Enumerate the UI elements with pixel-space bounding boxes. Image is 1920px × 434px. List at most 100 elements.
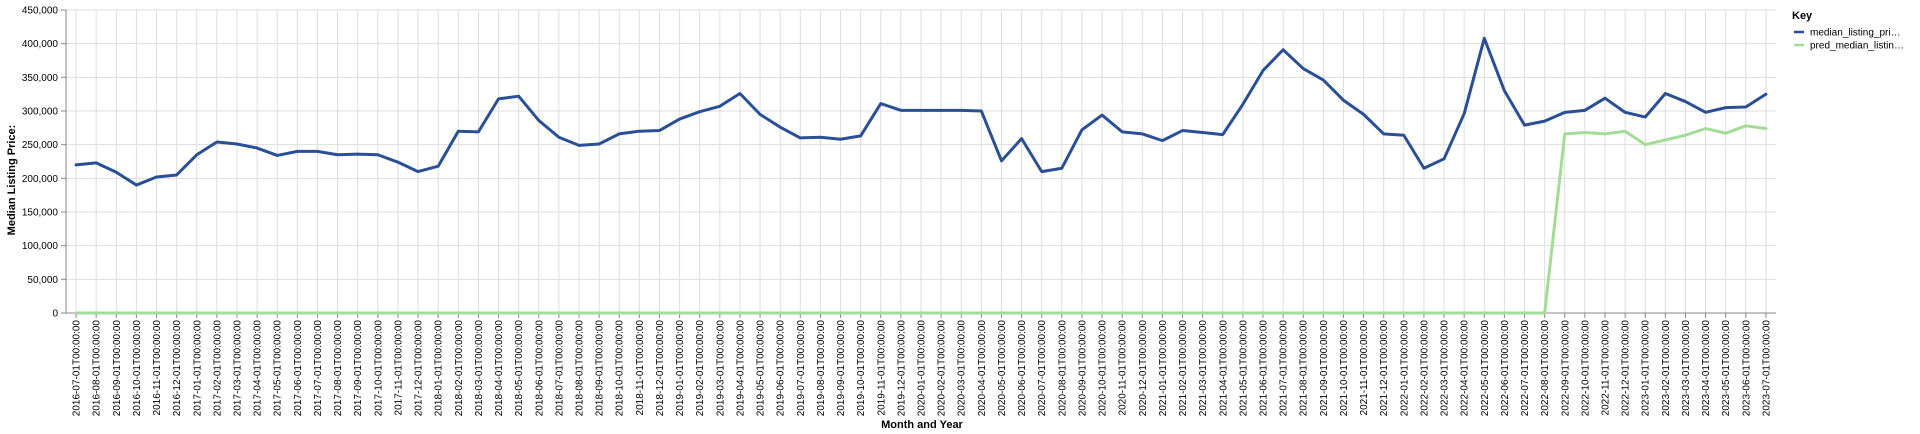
y-tick-label: 450,000 <box>22 6 59 17</box>
x-tick-label: 2020-11-01T00:00:00 <box>1118 320 1129 416</box>
x-tick-label: 2021-02-01T00:00:00 <box>1178 320 1189 417</box>
x-tick-label: 2017-04-01T00:00:00 <box>253 320 264 417</box>
x-tick-label: 2019-06-01T00:00:00 <box>776 320 787 417</box>
x-tick-label: 2020-12-01T00:00:00 <box>1138 320 1149 417</box>
x-tick-label: 2016-11-01T00:00:00 <box>152 320 163 416</box>
x-tick-label: 2019-05-01T00:00:00 <box>756 320 767 417</box>
x-tick-label: 2020-07-01T00:00:00 <box>1037 320 1048 417</box>
x-tick-label: 2016-12-01T00:00:00 <box>172 320 183 417</box>
x-tick-label: 2020-06-01T00:00:00 <box>1017 320 1028 417</box>
x-tick-label: 2023-06-01T00:00:00 <box>1741 320 1752 417</box>
x-tick-label: 2018-01-01T00:00:00 <box>434 320 445 417</box>
x-tick-label: 2021-11-01T00:00:00 <box>1359 320 1370 416</box>
y-tick-label: 400,000 <box>22 39 59 50</box>
x-tick-label: 2023-04-01T00:00:00 <box>1701 320 1712 417</box>
x-tick-label: 2021-09-01T00:00:00 <box>1319 320 1330 417</box>
y-axis: 0 50,000 100,000 150,000 200,000 250,000 300,0… <box>22 6 67 320</box>
x-tick-label: 2019-11-01T00:00:00 <box>876 320 887 416</box>
x-axis-title: Month and Year <box>881 419 963 431</box>
x-tick-label: 2020-05-01T00:00:00 <box>997 320 1008 417</box>
x-tick-label: 2021-12-01T00:00:00 <box>1379 320 1390 417</box>
y-tick-label: 150,000 <box>22 208 59 219</box>
y-tick-label: 200,000 <box>22 174 59 185</box>
x-tick-label: 2022-04-01T00:00:00 <box>1460 320 1471 417</box>
y-tick-label: 350,000 <box>22 73 59 84</box>
x-tick-label: 2019-12-01T00:00:00 <box>896 320 907 417</box>
x-tick-label: 2019-02-01T00:00:00 <box>695 320 706 417</box>
x-tick-label: 2020-04-01T00:00:00 <box>977 320 988 417</box>
x-tick-label: 2016-09-01T00:00:00 <box>112 320 123 417</box>
series-lines <box>74 36 1768 315</box>
legend-label: pred_median_listin… <box>1810 41 1904 52</box>
x-tick-label: 2017-03-01T00:00:00 <box>233 320 244 417</box>
x-tick-label: 2017-10-01T00:00:00 <box>373 320 384 417</box>
x-tick-label: 2017-11-01T00:00:00 <box>393 320 404 416</box>
x-tick-label: 2022-02-01T00:00:00 <box>1419 320 1430 417</box>
x-tick-label: 2017-12-01T00:00:00 <box>414 320 425 417</box>
x-tick-label: 2023-01-01T00:00:00 <box>1641 320 1652 417</box>
x-axis: 2016-07-01T00:00:00 2016-08-01T00:00:00 20… <box>66 312 1776 417</box>
x-tick-label: 2018-07-01T00:00:00 <box>554 320 565 417</box>
x-tick-label: 2021-06-01T00:00:00 <box>1259 320 1270 417</box>
x-tick-label: 2020-08-01T00:00:00 <box>1057 320 1068 417</box>
x-tick-label: 2021-10-01T00:00:00 <box>1339 320 1350 417</box>
series-line-1 <box>74 124 1768 315</box>
x-tick-label: 2020-03-01T00:00:00 <box>957 320 968 417</box>
x-tick-label: 2020-09-01T00:00:00 <box>1077 320 1088 417</box>
x-tick-label: 2018-05-01T00:00:00 <box>514 320 525 417</box>
x-tick-label: 2019-08-01T00:00:00 <box>816 320 827 417</box>
x-tick-label: 2018-11-01T00:00:00 <box>635 320 646 416</box>
x-tick-label: 2017-06-01T00:00:00 <box>293 320 304 417</box>
x-tick-label: 2022-08-01T00:00:00 <box>1540 320 1551 417</box>
x-tick-label: 2023-02-01T00:00:00 <box>1661 320 1672 417</box>
y-axis-title: Median Listing Price: <box>6 125 18 236</box>
x-tick-label: 2017-01-01T00:00:00 <box>192 320 203 417</box>
x-tick-label: 2021-04-01T00:00:00 <box>1218 320 1229 417</box>
x-tick-label: 2023-05-01T00:00:00 <box>1721 320 1732 417</box>
x-tick-label: 2022-03-01T00:00:00 <box>1440 320 1451 417</box>
x-tick-label: 2022-06-01T00:00:00 <box>1500 320 1511 417</box>
x-tick-label: 2018-03-01T00:00:00 <box>474 320 485 417</box>
legend-label: median_listing_pri… <box>1810 28 1901 39</box>
x-tick-label: 2016-08-01T00:00:00 <box>92 320 103 417</box>
x-tick-label: 2018-09-01T00:00:00 <box>595 320 606 417</box>
x-tick-label: 2022-10-01T00:00:00 <box>1580 320 1591 417</box>
x-tick-label: 2018-08-01T00:00:00 <box>575 320 586 417</box>
x-tick-label: 2021-07-01T00:00:00 <box>1279 320 1290 417</box>
x-tick-label: 2019-03-01T00:00:00 <box>715 320 726 417</box>
x-tick-label: 2021-05-01T00:00:00 <box>1238 320 1249 417</box>
y-tick-label: 0 <box>52 309 58 320</box>
x-tick-label: 2017-08-01T00:00:00 <box>333 320 344 417</box>
x-tick-label: 2019-09-01T00:00:00 <box>836 320 847 417</box>
x-tick-label: 2019-10-01T00:00:00 <box>856 320 867 417</box>
legend: Key median_listing_pri… pred_median_listi… <box>1792 10 1904 52</box>
y-tick-label: 250,000 <box>22 140 59 151</box>
x-tick-label: 2022-05-01T00:00:00 <box>1480 320 1491 417</box>
x-tick-label: 2023-07-01T00:00:00 <box>1761 320 1772 417</box>
x-tick-label: 2016-10-01T00:00:00 <box>132 320 143 417</box>
x-tick-label: 2017-05-01T00:00:00 <box>273 320 284 417</box>
x-tick-label: 2017-09-01T00:00:00 <box>353 320 364 417</box>
x-tick-label: 2019-01-01T00:00:00 <box>675 320 686 417</box>
y-tick-label: 300,000 <box>22 107 59 118</box>
y-tick-label: 100,000 <box>22 241 59 252</box>
x-tick-label: 2018-02-01T00:00:00 <box>454 320 465 417</box>
x-tick-label: 2022-09-01T00:00:00 <box>1560 320 1571 417</box>
x-tick-label: 2018-12-01T00:00:00 <box>655 320 666 417</box>
series-line-0 <box>74 36 1768 187</box>
legend-title: Key <box>1792 10 1813 22</box>
gridlines <box>66 9 1776 314</box>
x-tick-label: 2020-10-01T00:00:00 <box>1098 320 1109 417</box>
x-tick-label: 2022-07-01T00:00:00 <box>1520 320 1531 417</box>
x-tick-label: 2021-01-01T00:00:00 <box>1158 320 1169 417</box>
x-tick-label: 2018-04-01T00:00:00 <box>494 320 505 417</box>
x-tick-label: 2019-07-01T00:00:00 <box>796 320 807 417</box>
x-tick-label: 2022-01-01T00:00:00 <box>1399 320 1410 417</box>
x-tick-label: 2022-11-01T00:00:00 <box>1601 320 1612 416</box>
x-tick-label: 2016-07-01T00:00:00 <box>72 320 83 417</box>
y-tick-label: 50,000 <box>27 275 58 286</box>
x-tick-label: 2021-08-01T00:00:00 <box>1299 320 1310 417</box>
x-tick-label: 2020-01-01T00:00:00 <box>917 320 928 417</box>
x-tick-label: 2022-12-01T00:00:00 <box>1621 320 1632 417</box>
